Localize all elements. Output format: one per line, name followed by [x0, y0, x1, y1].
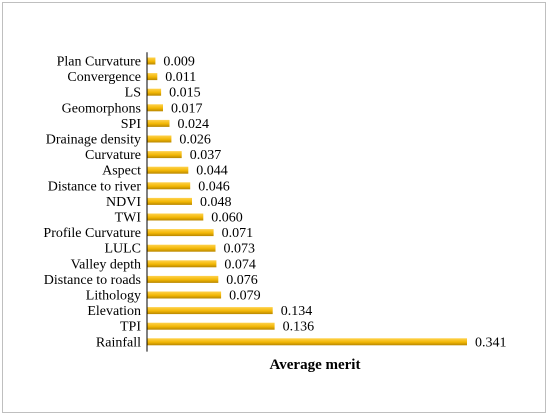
category-label: Distance to river: [48, 179, 142, 194]
value-label: 0.341: [475, 335, 507, 350]
bar-lithology: [147, 291, 222, 299]
value-label: 0.136: [283, 320, 315, 335]
category-label: Profile Curvature: [43, 226, 141, 241]
category-label: Rainfall: [96, 335, 141, 350]
bar-elevation: [147, 307, 273, 315]
category-label: NDVI: [106, 195, 141, 210]
bar-geomorphons: [147, 104, 163, 112]
bar-drainage-density: [147, 135, 172, 143]
bar-convergence: [147, 73, 158, 81]
value-label: 0.024: [178, 117, 210, 132]
category-label: Geomorphons: [62, 101, 141, 116]
value-label: 0.015: [169, 86, 201, 101]
category-label: LS: [125, 86, 141, 101]
category-label: TPI: [120, 320, 141, 335]
bar-profile-curvature: [147, 229, 214, 237]
bar-lulc: [147, 244, 216, 252]
value-label: 0.044: [196, 164, 228, 179]
value-label: 0.026: [179, 133, 211, 148]
category-label: Curvature: [85, 148, 141, 163]
value-label: 0.060: [211, 211, 243, 226]
value-label: 0.079: [229, 289, 261, 304]
category-label: Lithology: [86, 289, 141, 304]
category-label: LULC: [104, 242, 141, 257]
bar-aspect: [147, 166, 189, 174]
category-label: Valley depth: [71, 257, 141, 272]
bar-curvature: [147, 151, 182, 159]
bar-tpi: [147, 322, 275, 330]
value-label: 0.048: [200, 195, 232, 210]
bar-distance-to-roads: [147, 275, 219, 283]
value-label: 0.134: [281, 304, 313, 319]
value-label: 0.046: [198, 179, 230, 194]
category-label: TWI: [115, 211, 142, 226]
category-label: Elevation: [87, 304, 141, 319]
category-label: Convergence: [67, 70, 141, 85]
value-label: 0.009: [163, 55, 195, 70]
value-label: 0.076: [226, 273, 257, 288]
value-label: 0.073: [224, 242, 256, 257]
category-label: Plan Curvature: [57, 55, 141, 70]
bar-distance-to-river: [147, 182, 191, 190]
bar-valley-depth: [147, 260, 217, 268]
bar-ndvi: [147, 197, 192, 205]
bar-plan-curvature: [147, 57, 156, 65]
value-label: 0.011: [165, 70, 196, 85]
bar-rainfall: [147, 338, 467, 346]
bar-twi: [147, 213, 204, 221]
category-label: SPI: [121, 117, 142, 132]
category-label: Aspect: [102, 164, 141, 179]
x-axis-label: Average merit: [270, 357, 361, 373]
bar-spi: [147, 119, 170, 127]
category-label: Distance to roads: [44, 273, 141, 288]
value-label: 0.037: [190, 148, 222, 163]
value-label: 0.074: [224, 257, 256, 272]
bar-ls: [147, 88, 162, 96]
category-label: Drainage density: [46, 133, 141, 148]
value-label: 0.071: [222, 226, 254, 241]
value-label: 0.017: [171, 101, 203, 116]
